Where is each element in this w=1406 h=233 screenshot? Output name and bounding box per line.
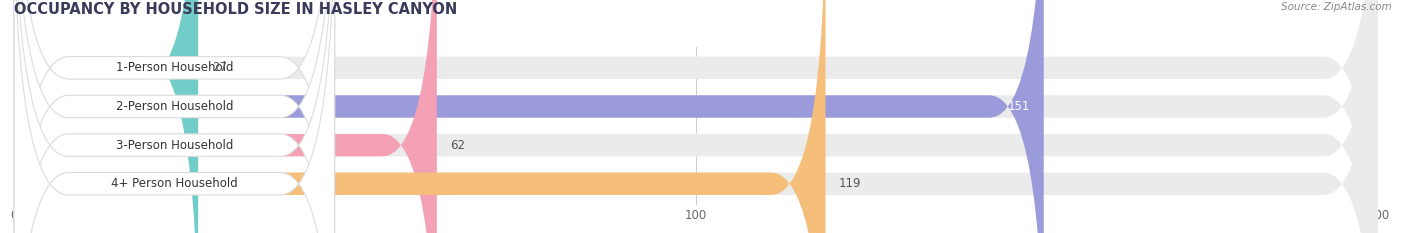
FancyBboxPatch shape <box>14 0 198 233</box>
Text: 1-Person Household: 1-Person Household <box>115 61 233 74</box>
FancyBboxPatch shape <box>14 0 335 233</box>
Text: OCCUPANCY BY HOUSEHOLD SIZE IN HASLEY CANYON: OCCUPANCY BY HOUSEHOLD SIZE IN HASLEY CA… <box>14 2 457 17</box>
Text: 119: 119 <box>839 177 862 190</box>
FancyBboxPatch shape <box>14 0 825 233</box>
Text: 3-Person Household: 3-Person Household <box>115 139 233 152</box>
Text: 27: 27 <box>212 61 226 74</box>
FancyBboxPatch shape <box>14 0 1378 233</box>
FancyBboxPatch shape <box>14 0 437 233</box>
FancyBboxPatch shape <box>14 0 335 233</box>
Text: 4+ Person Household: 4+ Person Household <box>111 177 238 190</box>
Text: Source: ZipAtlas.com: Source: ZipAtlas.com <box>1281 2 1392 12</box>
Text: 151: 151 <box>1008 100 1031 113</box>
FancyBboxPatch shape <box>14 0 335 233</box>
FancyBboxPatch shape <box>14 0 1378 233</box>
Text: 62: 62 <box>450 139 465 152</box>
FancyBboxPatch shape <box>14 0 1043 233</box>
FancyBboxPatch shape <box>14 0 1378 233</box>
FancyBboxPatch shape <box>14 0 1378 233</box>
FancyBboxPatch shape <box>14 0 335 233</box>
Text: 2-Person Household: 2-Person Household <box>115 100 233 113</box>
